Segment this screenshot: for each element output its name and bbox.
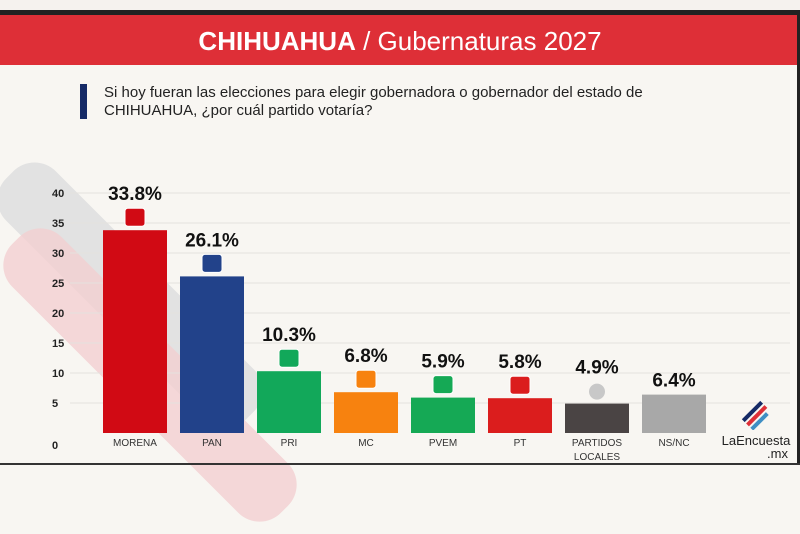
top-strip [0, 0, 800, 10]
x-tick-label: LOCALES [574, 452, 620, 463]
divider [0, 10, 800, 15]
bar-morena [103, 230, 167, 433]
x-tick-label: PARTIDOS [572, 438, 623, 449]
brand-logo: LaEncuesta .mx [716, 400, 796, 460]
pvem-logo [432, 375, 454, 395]
y-tick-label: 5 [52, 398, 58, 410]
mc-logo [355, 369, 377, 389]
bar-mc [334, 392, 398, 433]
bar-pan [180, 276, 244, 433]
data-label: 5.9% [421, 352, 464, 373]
bar-chart: 0 5 10 15 20 25 30 35 40 33.8% MORENA 26.1% PAN 10.3%… [52, 184, 790, 463]
y-tick-label: 20 [52, 308, 64, 320]
bar-partidos-locales [565, 403, 629, 433]
data-label: 5.8% [498, 352, 541, 373]
data-label: 4.9% [575, 358, 618, 379]
y-tick-label: 30 [52, 248, 64, 260]
data-label: 26.1% [185, 230, 239, 251]
y-tick-label: 40 [52, 188, 64, 200]
pri-logo [278, 348, 300, 368]
data-label: 6.8% [344, 346, 387, 367]
x-tick-label: PVEM [429, 438, 457, 449]
pan-logo [201, 253, 223, 273]
x-tick-label: MC [358, 438, 374, 449]
person-icon [589, 383, 605, 400]
x-tick-label: NS/NC [658, 438, 689, 449]
x-tick-label: PRI [281, 438, 298, 449]
pt-logo [509, 375, 531, 395]
y-tick-label: 10 [52, 368, 64, 380]
frame-edge [797, 15, 800, 465]
title-state: CHIHUAHUA [198, 26, 356, 56]
brand-suffix: .mx [767, 446, 788, 461]
x-tick-label: MORENA [113, 438, 157, 449]
brand-name: LaEncuesta [721, 433, 791, 448]
y-tick-label: 0 [52, 440, 58, 452]
question-marker [80, 84, 87, 119]
y-tick-label: 25 [52, 278, 64, 290]
bar-pri [257, 371, 321, 433]
data-label: 10.3% [262, 325, 316, 346]
brand-icon [741, 400, 769, 430]
bar-ns-nc [642, 394, 706, 433]
y-tick-label: 15 [52, 338, 64, 350]
title-rest: / Gubernaturas 2027 [355, 26, 602, 56]
x-tick-label: PAN [202, 438, 222, 449]
bar-pt [488, 398, 552, 433]
frame-edge [0, 463, 800, 465]
morena-logo [124, 207, 146, 227]
bar-pvem [411, 397, 475, 433]
data-label: 6.4% [652, 371, 695, 392]
y-tick-label: 35 [52, 218, 64, 230]
question-text: Si hoy fueran las elecciones para elegir… [104, 84, 643, 119]
x-tick-label: PT [514, 438, 527, 449]
data-label: 33.8% [108, 184, 162, 205]
page-title: CHIHUAHUA / Gubernaturas 2027 [0, 15, 800, 65]
